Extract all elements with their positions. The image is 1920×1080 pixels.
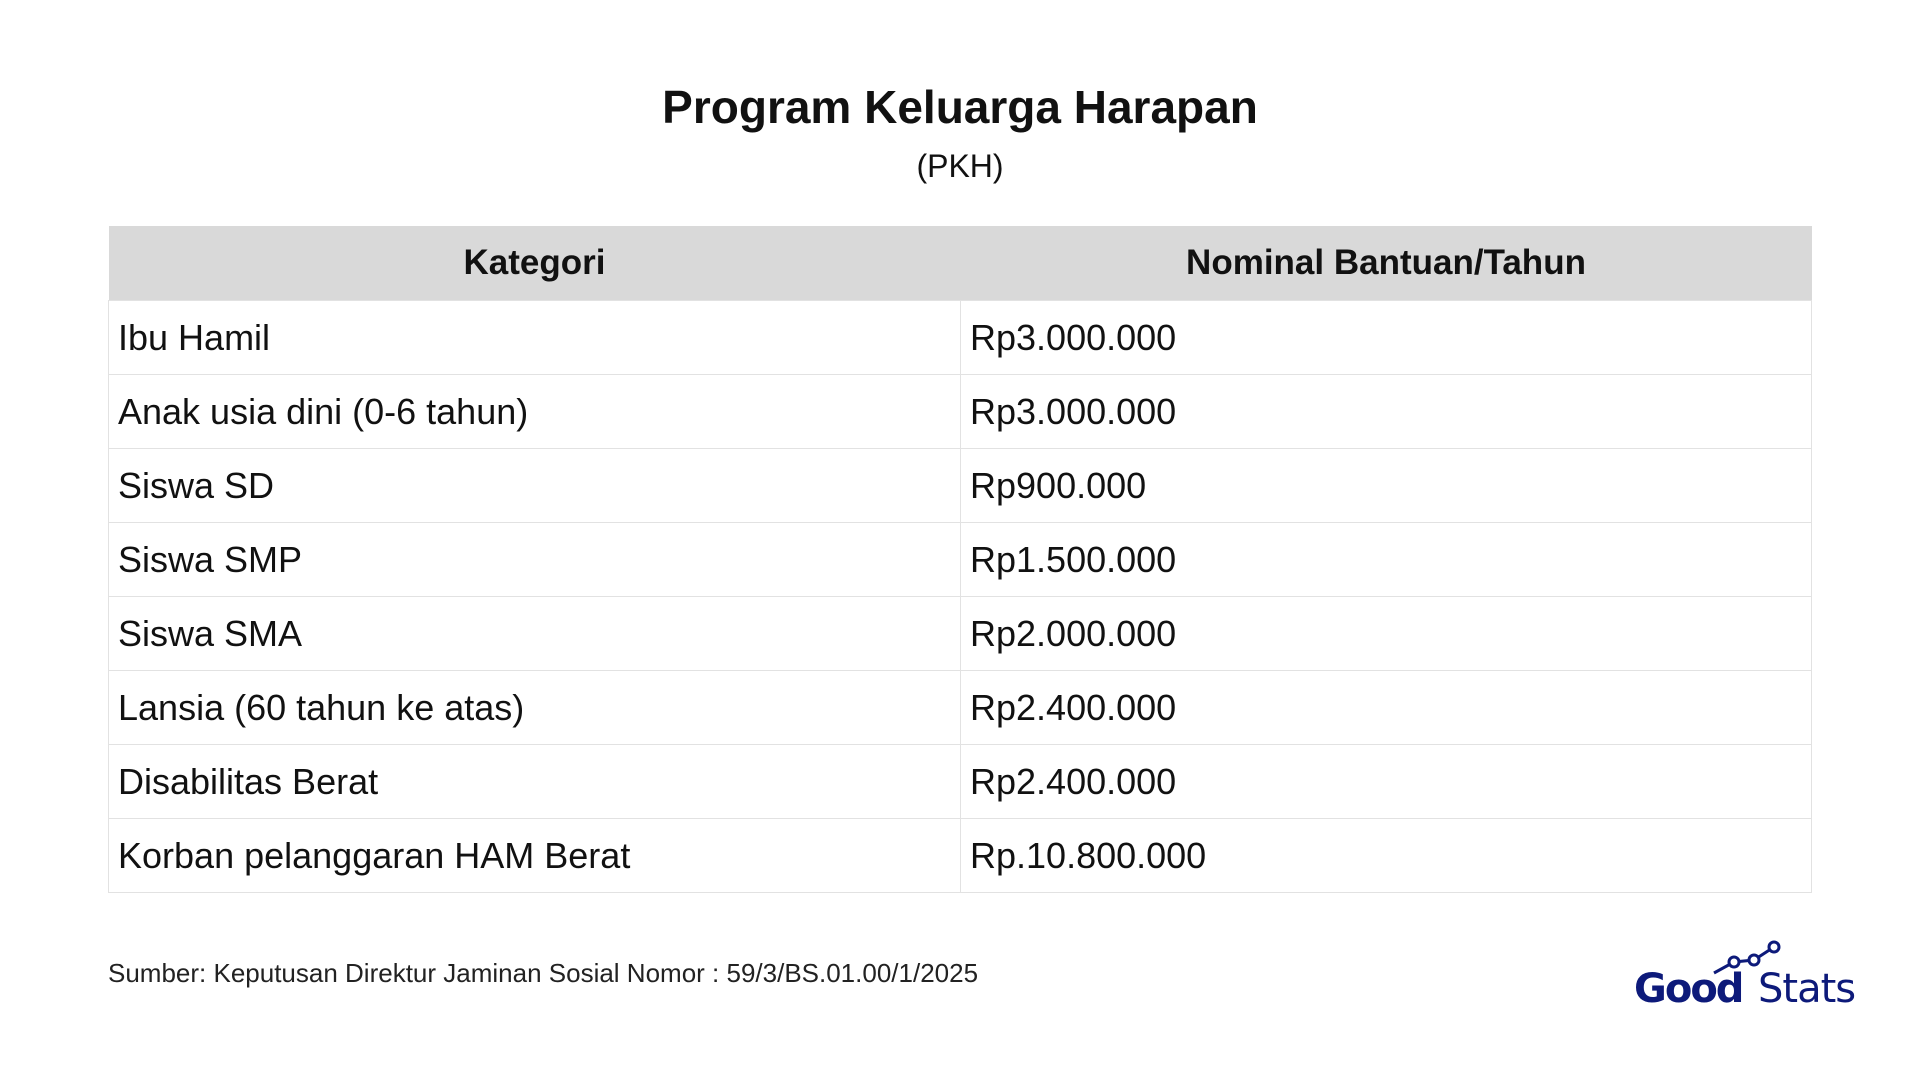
source-note: Sumber: Keputusan Direktur Jaminan Sosia… bbox=[108, 958, 979, 988]
table-row: Disabilitas Berat Rp2.400.000 bbox=[108, 744, 1812, 819]
header-kategori: Kategori bbox=[108, 226, 961, 301]
goodstats-logo: Good Stats bbox=[1634, 940, 1856, 1010]
svg-text:Good: Good bbox=[1634, 966, 1742, 1010]
cell-nominal: Rp2.000.000 bbox=[960, 596, 1812, 671]
cell-nominal: Rp.10.800.000 bbox=[960, 818, 1812, 893]
table-row: Siswa SMA Rp2.000.000 bbox=[108, 596, 1812, 671]
cell-kategori: Siswa SMA bbox=[108, 596, 961, 671]
cell-kategori: Anak usia dini (0-6 tahun) bbox=[108, 374, 961, 449]
header-nominal: Nominal Bantuan/Tahun bbox=[960, 226, 1812, 301]
cell-nominal: Rp1.500.000 bbox=[960, 522, 1812, 597]
cell-nominal: Rp3.000.000 bbox=[960, 374, 1812, 449]
svg-text:Stats: Stats bbox=[1758, 966, 1855, 1010]
assistance-table: Kategori Nominal Bantuan/Tahun Ibu Hamil… bbox=[108, 226, 1812, 893]
table-header-row: Kategori Nominal Bantuan/Tahun bbox=[108, 226, 1812, 301]
page-title: Program Keluarga Harapan bbox=[662, 81, 1258, 133]
table-row: Korban pelanggaran HAM Berat Rp.10.800.00… bbox=[108, 818, 1812, 893]
page-subtitle: (PKH) bbox=[916, 148, 1004, 184]
cell-nominal: Rp900.000 bbox=[960, 448, 1812, 523]
cell-kategori: Ibu Hamil bbox=[108, 300, 961, 375]
table-row: Lansia (60 tahun ke atas) Rp2.400.000 bbox=[108, 670, 1812, 745]
cell-kategori: Korban pelanggaran HAM Berat bbox=[108, 818, 961, 893]
cell-nominal: Rp2.400.000 bbox=[960, 744, 1812, 819]
cell-kategori: Siswa SD bbox=[108, 448, 961, 523]
cell-kategori: Lansia (60 tahun ke atas) bbox=[108, 670, 961, 745]
cell-nominal: Rp2.400.000 bbox=[960, 670, 1812, 745]
table-row: Siswa SMP Rp1.500.000 bbox=[108, 522, 1812, 597]
cell-kategori: Disabilitas Berat bbox=[108, 744, 961, 819]
cell-kategori: Siswa SMP bbox=[108, 522, 961, 597]
cell-nominal: Rp3.000.000 bbox=[960, 300, 1812, 375]
table-row: Siswa SD Rp900.000 bbox=[108, 448, 1812, 523]
table-row: Ibu Hamil Rp3.000.000 bbox=[108, 300, 1812, 375]
table-row: Anak usia dini (0-6 tahun) Rp3.000.000 bbox=[108, 374, 1812, 449]
